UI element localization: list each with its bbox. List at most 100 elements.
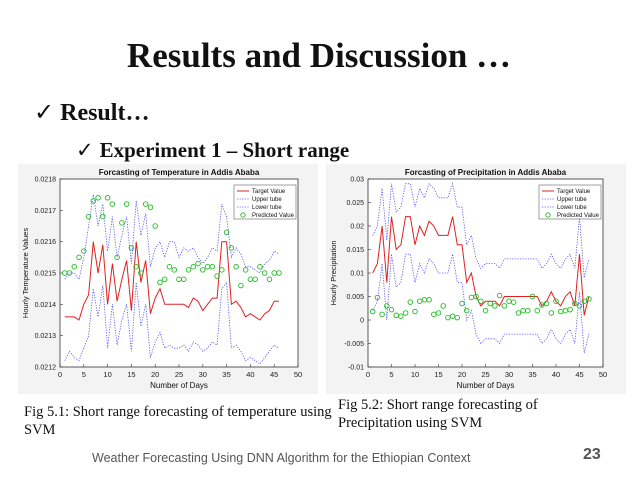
- predicted-point: [276, 270, 282, 276]
- y-tick-label: 0.025: [346, 200, 364, 207]
- bullet-result-label: Result…: [60, 100, 150, 126]
- predicted-point: [195, 260, 201, 267]
- y-tick-label: 0.01: [350, 271, 364, 278]
- x-tick-label: 50: [599, 370, 607, 379]
- predicted-point: [71, 263, 78, 270]
- predicted-point: [209, 263, 216, 270]
- predicted-point: [534, 307, 540, 314]
- legend-entry: Target Value: [557, 189, 591, 195]
- predicted-point: [142, 201, 149, 207]
- legend-entry: Lower tube: [557, 205, 587, 211]
- legend-predicted-marker: [545, 212, 551, 218]
- predicted-point: [161, 276, 168, 283]
- legend-entry: Predicted Value: [252, 213, 295, 219]
- predicted-point: [487, 300, 493, 307]
- y-tick-label: 0.0217: [35, 208, 57, 215]
- predicted-point: [128, 245, 135, 251]
- checkmark-icon: ✓: [34, 98, 55, 126]
- predicted-point: [463, 307, 470, 314]
- predicted-point: [586, 296, 592, 302]
- predicted-point: [543, 300, 550, 307]
- x-tick-label: 30: [505, 370, 513, 379]
- predicted-point: [238, 282, 244, 289]
- predicted-point: [426, 297, 432, 303]
- predicted-point: [133, 263, 139, 270]
- predicted-point: [402, 310, 409, 316]
- predicted-point: [171, 267, 177, 273]
- bullet-experiment-label: Experiment 1 – Short range: [99, 138, 350, 162]
- predicted-point: [482, 307, 489, 314]
- predicted-point: [257, 263, 263, 270]
- y-tick-label: 0.0218: [35, 177, 57, 184]
- slide-title: Results and Discussion …: [126, 36, 512, 75]
- series-group: [369, 182, 592, 353]
- x-tick-label: 0: [58, 370, 62, 379]
- predicted-point: [214, 273, 220, 279]
- predicted-point: [572, 300, 578, 307]
- x-tick-label: 40: [246, 370, 254, 379]
- y-tick-label: 0: [360, 318, 364, 325]
- y-tick-label: 0.0215: [35, 271, 57, 278]
- x-tick-label: 35: [528, 370, 536, 379]
- predicted-point: [119, 220, 125, 226]
- target-value-line: [372, 216, 590, 316]
- predicted-point: [492, 303, 498, 309]
- predicted-point: [185, 267, 192, 273]
- y-axis-label: Hourly Precipitation: [329, 240, 338, 305]
- y-tick-label: 0.0212: [35, 365, 57, 372]
- predicted-point: [109, 201, 116, 207]
- x-tick-label: 45: [270, 370, 278, 379]
- predicted-point: [85, 213, 92, 220]
- caption-temperature: Fig 5.1: Short range forecasting of temp…: [24, 404, 332, 438]
- predicted-point: [157, 279, 163, 286]
- x-axis-label: Number of Days: [457, 381, 515, 390]
- predicted-point: [190, 263, 197, 270]
- chart-title: Forcasting of Temperature in Addis Ababa: [99, 168, 260, 177]
- predicted-point: [379, 311, 385, 318]
- y-tick-label: 0.005: [346, 294, 364, 301]
- predicted-point: [147, 204, 154, 210]
- page-number: 23: [583, 446, 601, 463]
- predicted-point: [581, 298, 587, 304]
- predicted-point: [223, 229, 230, 236]
- x-tick-label: 5: [82, 370, 86, 379]
- legend-entry: Target Value: [252, 189, 286, 195]
- predicted-point: [228, 245, 235, 251]
- predicted-point: [501, 303, 508, 309]
- predicted-point: [459, 300, 465, 307]
- precipitation-chart: 0 5 10 15 20 25 30 35 40 45 50 -0.01 -0.005 0 0.005 0.0…: [326, 164, 626, 394]
- y-tick-label: 0.03: [350, 177, 364, 184]
- legend-entry: Upper tube: [557, 197, 587, 203]
- x-tick-label: 50: [294, 370, 302, 379]
- caption-precipitation: Fig 5.2: Short range forecasting of Prec…: [338, 397, 538, 431]
- slide-footer: Weather Forecasting Using DNN Algorithm …: [92, 451, 471, 465]
- x-tick-label: 25: [175, 370, 183, 379]
- predicted-point: [435, 310, 442, 316]
- predicted-point: [66, 270, 73, 276]
- legend-entry: Lower tube: [252, 205, 282, 211]
- predicted-point: [440, 303, 446, 309]
- checkmark-icon: ✓: [76, 138, 94, 162]
- predicted-point: [576, 303, 583, 309]
- x-axis-label: Number of Days: [150, 381, 208, 390]
- y-axis-label: Hourly Temperature Values: [21, 228, 30, 318]
- x-tick-label: 45: [575, 370, 583, 379]
- predicted-point: [388, 306, 395, 313]
- predicted-point: [478, 298, 484, 304]
- temperature-chart: 0 5 10 15 20 25 30 35 40 45 50 0.0212 0.0213 0.0214 0.…: [18, 164, 318, 394]
- predicted-point: [412, 308, 418, 315]
- bullet-experiment: ✓ Experiment 1 – Short range: [76, 138, 349, 163]
- x-tick-label: 35: [222, 370, 230, 379]
- legend-entry: Upper tube: [252, 197, 282, 203]
- predicted-point: [90, 198, 97, 204]
- predicted-point: [138, 270, 144, 276]
- chart-title: Forcasting of Precipitation in Addis Aba…: [405, 168, 567, 177]
- predicted-point: [123, 201, 130, 207]
- predicted-point: [473, 293, 479, 300]
- predicted-point: [219, 267, 225, 273]
- x-tick-label: 20: [458, 370, 466, 379]
- predicted-point: [384, 303, 390, 309]
- predicted-point: [525, 307, 531, 314]
- predicted-point: [553, 298, 559, 304]
- x-tick-label: 10: [411, 370, 419, 379]
